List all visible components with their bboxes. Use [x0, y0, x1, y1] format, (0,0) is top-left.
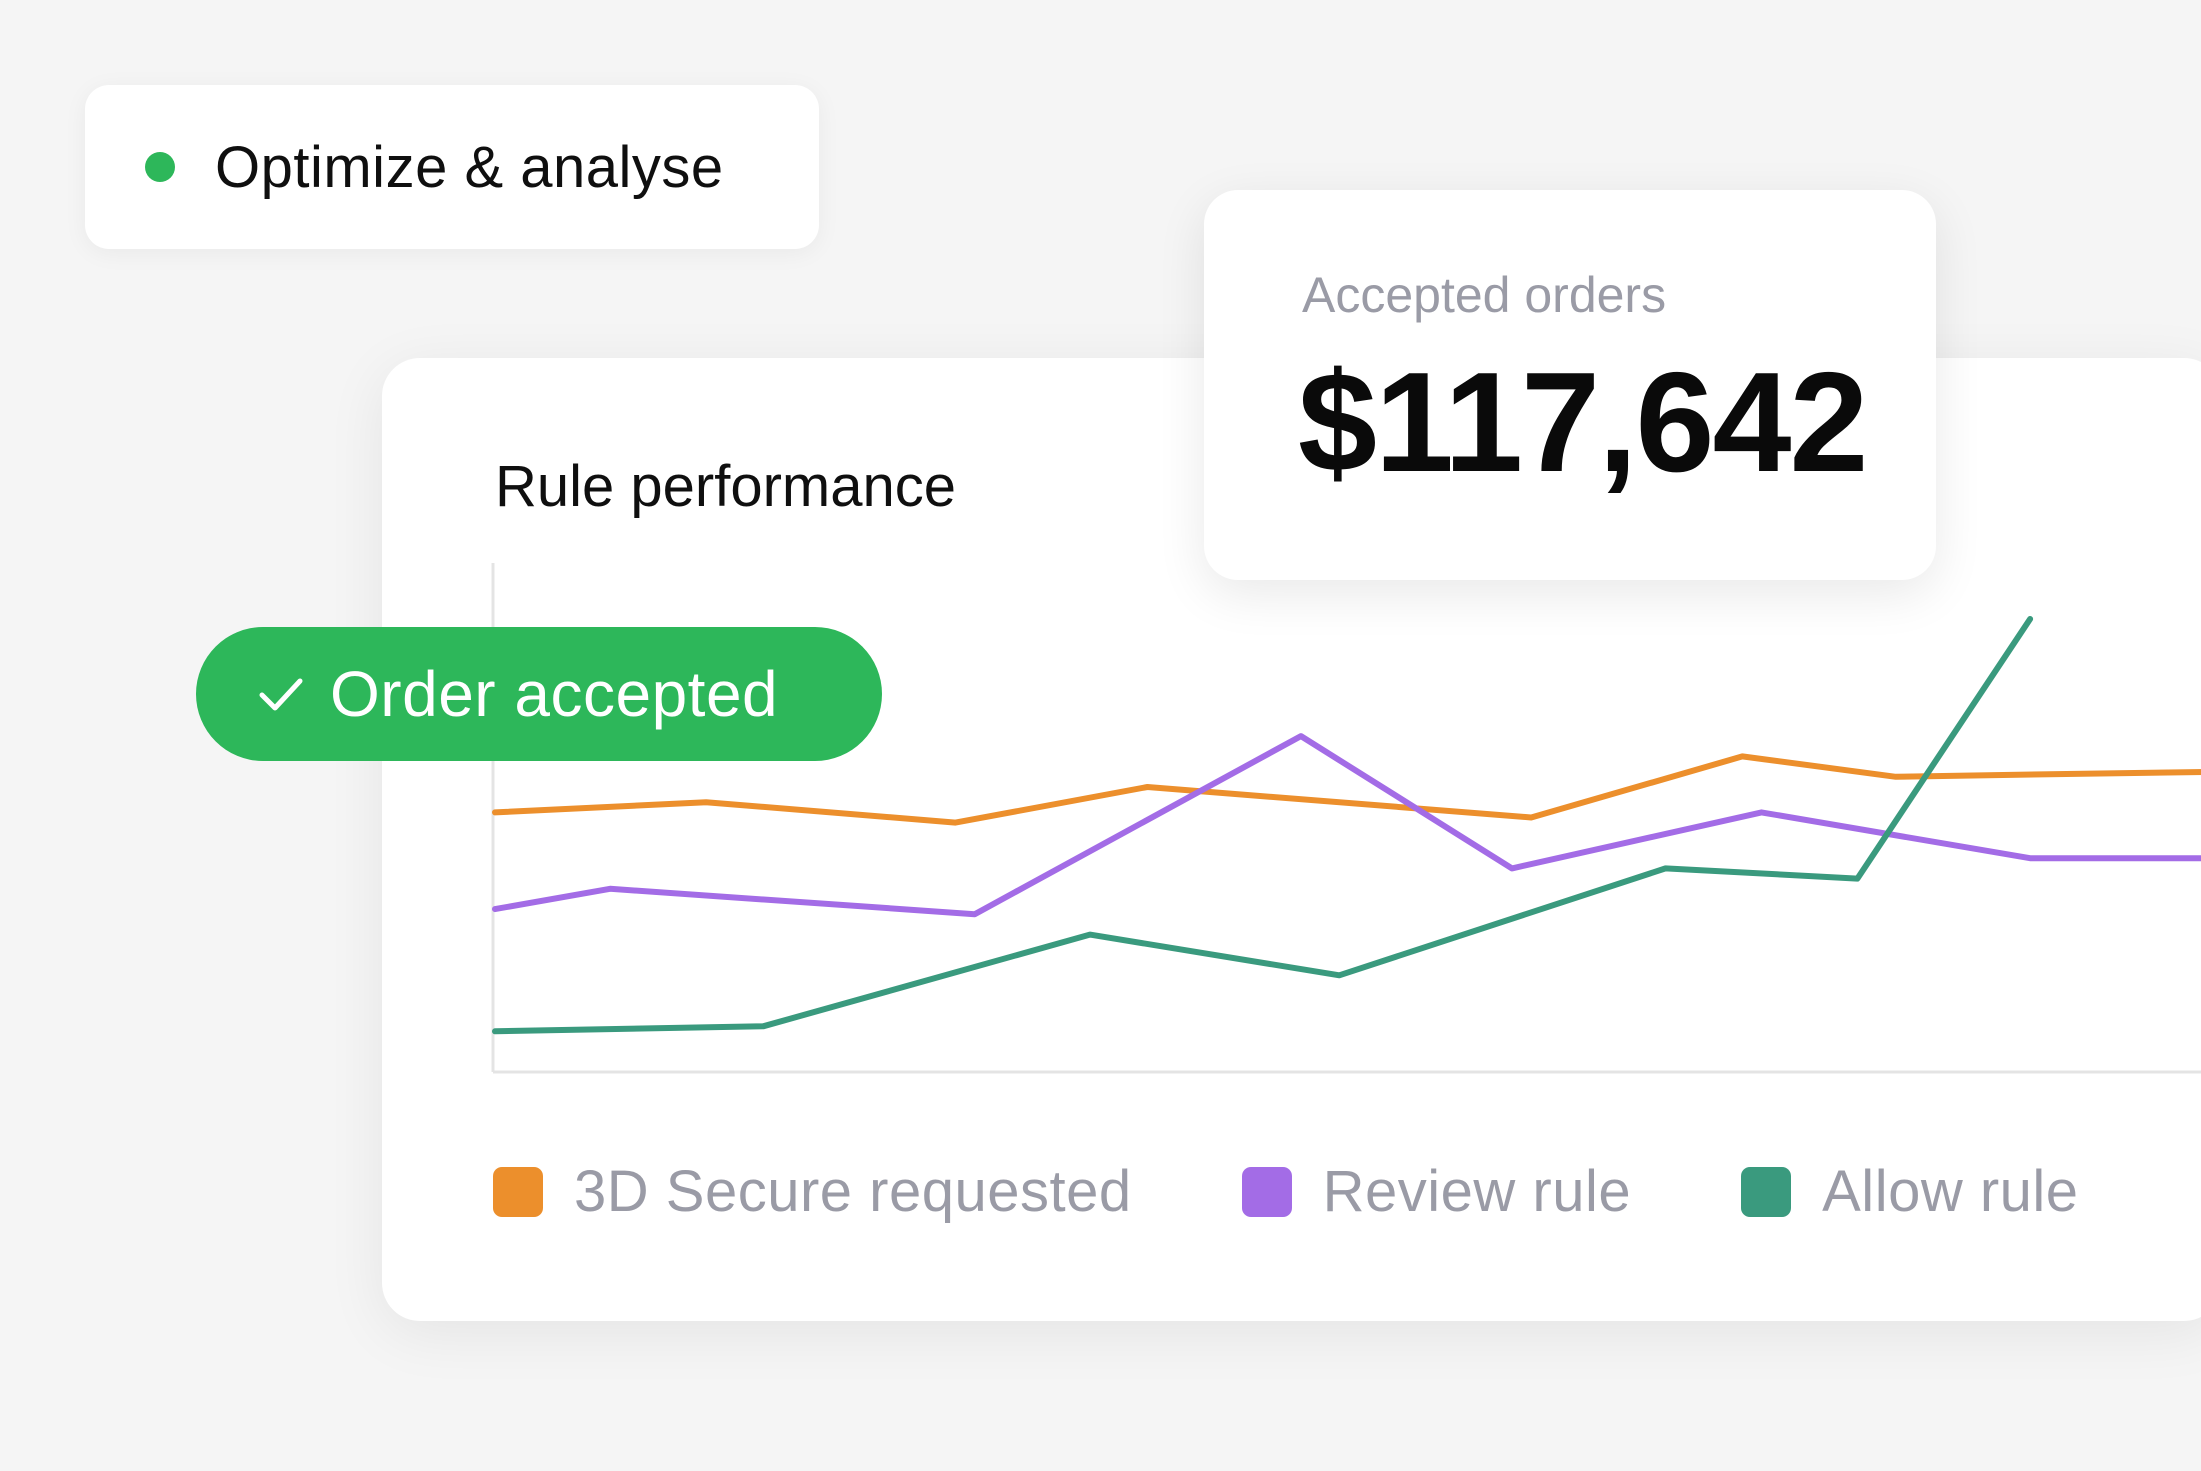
rule-performance-chart — [491, 563, 2201, 1074]
section-badge-label: Optimize & analyse — [215, 134, 724, 200]
legend-swatch — [1241, 1166, 1292, 1217]
chart-legend: 3D Secure requested Review rule Allow ru… — [493, 1158, 2079, 1225]
toast-label: Order accepted — [330, 658, 779, 730]
legend-item-allow-rule: Allow rule — [1741, 1158, 2078, 1225]
order-accepted-toast: Order accepted — [196, 627, 882, 761]
accepted-orders-card: Accepted orders $117,642 — [1204, 190, 1936, 580]
accepted-orders-label: Accepted orders — [1302, 267, 1667, 323]
legend-label: 3D Secure requested — [574, 1159, 1132, 1224]
legend-swatch — [493, 1166, 543, 1217]
legend-label: Allow rule — [1822, 1159, 2079, 1224]
status-dot-icon — [145, 152, 175, 182]
legend-item-review-rule: Review rule — [1241, 1158, 1632, 1225]
series-line-review-rule — [492, 733, 2201, 918]
series-line-allow-rule — [492, 616, 2034, 1035]
panel-title: Rule performance — [495, 454, 956, 519]
check-icon — [259, 678, 303, 711]
legend-item-3d-secure: 3D Secure requested — [493, 1158, 1132, 1225]
accepted-orders-value: $117,642 — [1298, 343, 1868, 502]
section-badge: Optimize & analyse — [85, 85, 819, 249]
legend-swatch — [1741, 1166, 1792, 1217]
legend-label: Review rule — [1322, 1159, 1632, 1224]
series-line-3d-secure-requested — [492, 753, 2201, 826]
